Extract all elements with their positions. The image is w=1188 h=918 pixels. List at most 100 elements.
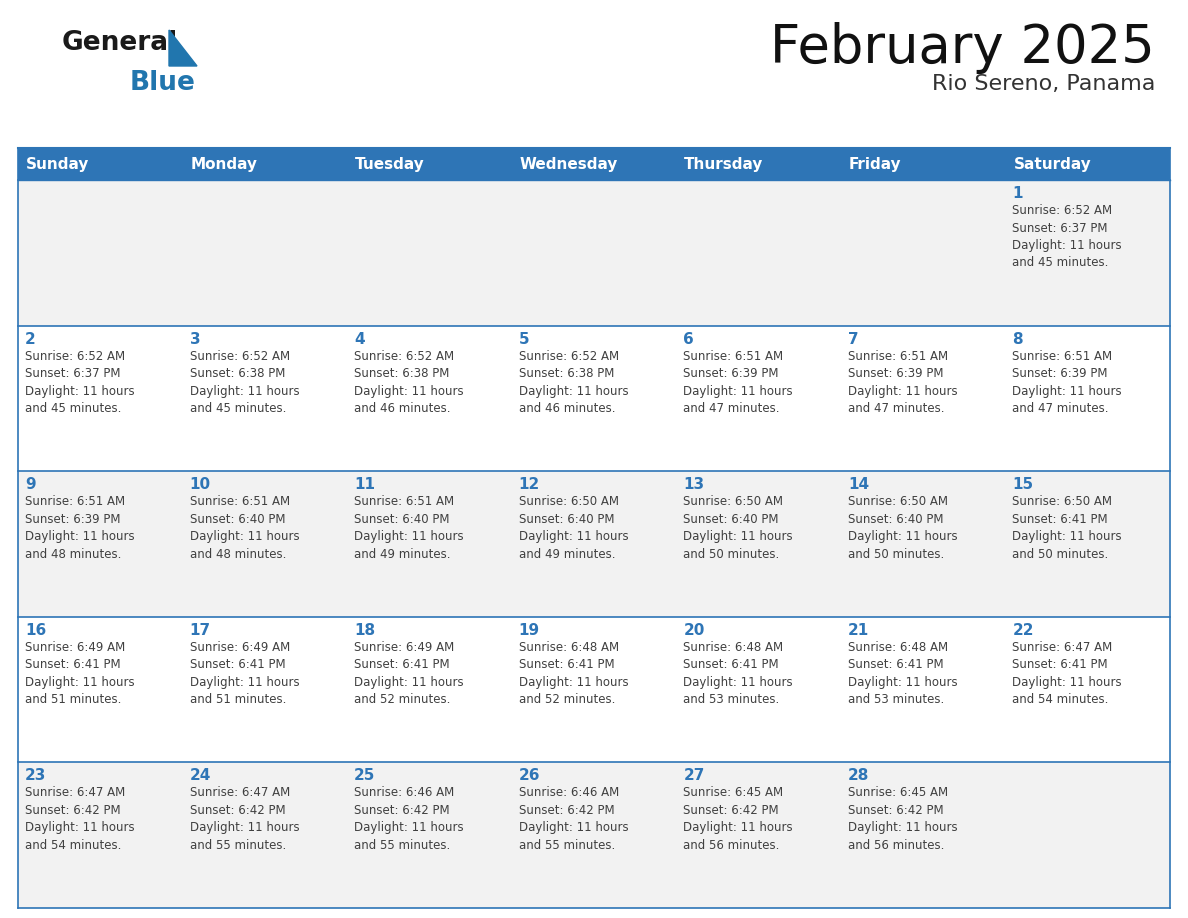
Text: Sunrise: 6:52 AM: Sunrise: 6:52 AM bbox=[519, 350, 619, 363]
Text: 9: 9 bbox=[25, 477, 36, 492]
Text: Sunrise: 6:51 AM: Sunrise: 6:51 AM bbox=[190, 495, 290, 509]
Bar bbox=[841, 148, 1005, 180]
Text: Sunset: 6:37 PM: Sunset: 6:37 PM bbox=[1012, 221, 1108, 234]
Text: Blue: Blue bbox=[129, 70, 196, 96]
Text: Daylight: 11 hours: Daylight: 11 hours bbox=[190, 385, 299, 397]
Text: 23: 23 bbox=[25, 768, 46, 783]
Text: 21: 21 bbox=[848, 622, 870, 638]
Text: Saturday: Saturday bbox=[1013, 156, 1092, 172]
Text: 28: 28 bbox=[848, 768, 870, 783]
Text: and 54 minutes.: and 54 minutes. bbox=[1012, 693, 1108, 706]
Text: Sunset: 6:41 PM: Sunset: 6:41 PM bbox=[1012, 512, 1108, 526]
Bar bbox=[347, 180, 512, 326]
Text: 16: 16 bbox=[25, 622, 46, 638]
Bar bbox=[676, 148, 841, 180]
Text: Sunrise: 6:49 AM: Sunrise: 6:49 AM bbox=[354, 641, 454, 654]
Text: Daylight: 11 hours: Daylight: 11 hours bbox=[1012, 239, 1121, 252]
Text: Sunrise: 6:51 AM: Sunrise: 6:51 AM bbox=[354, 495, 454, 509]
Text: 11: 11 bbox=[354, 477, 375, 492]
Text: Sunset: 6:40 PM: Sunset: 6:40 PM bbox=[354, 512, 449, 526]
Text: Sunset: 6:41 PM: Sunset: 6:41 PM bbox=[848, 658, 943, 671]
Text: 22: 22 bbox=[1012, 622, 1034, 638]
Text: 25: 25 bbox=[354, 768, 375, 783]
Text: and 50 minutes.: and 50 minutes. bbox=[683, 548, 779, 561]
Text: 15: 15 bbox=[1012, 477, 1034, 492]
Text: Daylight: 11 hours: Daylight: 11 hours bbox=[848, 531, 958, 543]
Text: 10: 10 bbox=[190, 477, 210, 492]
Bar bbox=[841, 617, 1005, 763]
Bar bbox=[1005, 326, 1170, 471]
Text: Sunrise: 6:52 AM: Sunrise: 6:52 AM bbox=[190, 350, 290, 363]
Text: Sunrise: 6:47 AM: Sunrise: 6:47 AM bbox=[25, 787, 125, 800]
Text: Sunset: 6:39 PM: Sunset: 6:39 PM bbox=[683, 367, 779, 380]
Bar bbox=[183, 148, 347, 180]
Text: Daylight: 11 hours: Daylight: 11 hours bbox=[848, 676, 958, 688]
Bar bbox=[347, 617, 512, 763]
Bar bbox=[183, 180, 347, 326]
Text: Sunrise: 6:45 AM: Sunrise: 6:45 AM bbox=[683, 787, 783, 800]
Text: General: General bbox=[62, 30, 178, 56]
Text: and 50 minutes.: and 50 minutes. bbox=[1012, 548, 1108, 561]
Text: Sunset: 6:42 PM: Sunset: 6:42 PM bbox=[354, 804, 450, 817]
Text: and 48 minutes.: and 48 minutes. bbox=[190, 548, 286, 561]
Text: and 56 minutes.: and 56 minutes. bbox=[683, 839, 779, 852]
Text: 8: 8 bbox=[1012, 331, 1023, 347]
Text: Sunset: 6:42 PM: Sunset: 6:42 PM bbox=[25, 804, 121, 817]
Text: Wednesday: Wednesday bbox=[519, 156, 618, 172]
Text: 27: 27 bbox=[683, 768, 704, 783]
Text: Daylight: 11 hours: Daylight: 11 hours bbox=[25, 676, 134, 688]
Text: Sunrise: 6:50 AM: Sunrise: 6:50 AM bbox=[1012, 495, 1112, 509]
Bar bbox=[676, 617, 841, 763]
Bar bbox=[1005, 148, 1170, 180]
Bar bbox=[1005, 471, 1170, 617]
Text: and 45 minutes.: and 45 minutes. bbox=[190, 402, 286, 415]
Text: 17: 17 bbox=[190, 622, 210, 638]
Text: Friday: Friday bbox=[849, 156, 902, 172]
Text: Sunrise: 6:51 AM: Sunrise: 6:51 AM bbox=[25, 495, 125, 509]
Bar bbox=[841, 326, 1005, 471]
Text: Daylight: 11 hours: Daylight: 11 hours bbox=[190, 676, 299, 688]
Text: Sunset: 6:41 PM: Sunset: 6:41 PM bbox=[1012, 658, 1108, 671]
Bar bbox=[1005, 180, 1170, 326]
Text: Daylight: 11 hours: Daylight: 11 hours bbox=[354, 385, 463, 397]
Text: Tuesday: Tuesday bbox=[355, 156, 425, 172]
Text: 24: 24 bbox=[190, 768, 211, 783]
Text: Sunrise: 6:49 AM: Sunrise: 6:49 AM bbox=[25, 641, 125, 654]
Text: Sunset: 6:40 PM: Sunset: 6:40 PM bbox=[190, 512, 285, 526]
Text: Sunset: 6:40 PM: Sunset: 6:40 PM bbox=[683, 512, 779, 526]
Bar bbox=[512, 326, 676, 471]
Bar bbox=[347, 148, 512, 180]
Text: and 52 minutes.: and 52 minutes. bbox=[519, 693, 615, 706]
Text: and 54 minutes.: and 54 minutes. bbox=[25, 839, 121, 852]
Text: Sunset: 6:41 PM: Sunset: 6:41 PM bbox=[683, 658, 779, 671]
Bar bbox=[841, 763, 1005, 908]
Bar bbox=[512, 617, 676, 763]
Bar bbox=[512, 471, 676, 617]
Text: Sunrise: 6:52 AM: Sunrise: 6:52 AM bbox=[25, 350, 125, 363]
Text: Sunset: 6:42 PM: Sunset: 6:42 PM bbox=[683, 804, 779, 817]
Text: Daylight: 11 hours: Daylight: 11 hours bbox=[25, 385, 134, 397]
Bar bbox=[183, 763, 347, 908]
Bar bbox=[512, 148, 676, 180]
Bar bbox=[18, 148, 183, 180]
Text: Thursday: Thursday bbox=[684, 156, 764, 172]
Text: and 53 minutes.: and 53 minutes. bbox=[848, 693, 944, 706]
Bar bbox=[512, 763, 676, 908]
Text: Daylight: 11 hours: Daylight: 11 hours bbox=[683, 385, 792, 397]
Text: 1: 1 bbox=[1012, 186, 1023, 201]
Text: Sunrise: 6:48 AM: Sunrise: 6:48 AM bbox=[519, 641, 619, 654]
Text: Sunrise: 6:50 AM: Sunrise: 6:50 AM bbox=[683, 495, 783, 509]
Text: Daylight: 11 hours: Daylight: 11 hours bbox=[683, 822, 792, 834]
Text: Sunrise: 6:52 AM: Sunrise: 6:52 AM bbox=[1012, 204, 1112, 217]
Text: Sunrise: 6:46 AM: Sunrise: 6:46 AM bbox=[519, 787, 619, 800]
Text: 6: 6 bbox=[683, 331, 694, 347]
Text: Sunset: 6:39 PM: Sunset: 6:39 PM bbox=[848, 367, 943, 380]
Text: 18: 18 bbox=[354, 622, 375, 638]
Bar bbox=[841, 180, 1005, 326]
Bar bbox=[18, 471, 183, 617]
Text: and 50 minutes.: and 50 minutes. bbox=[848, 548, 944, 561]
Text: Sunset: 6:39 PM: Sunset: 6:39 PM bbox=[25, 512, 120, 526]
Text: Daylight: 11 hours: Daylight: 11 hours bbox=[354, 531, 463, 543]
Text: 26: 26 bbox=[519, 768, 541, 783]
Text: Sunrise: 6:50 AM: Sunrise: 6:50 AM bbox=[848, 495, 948, 509]
